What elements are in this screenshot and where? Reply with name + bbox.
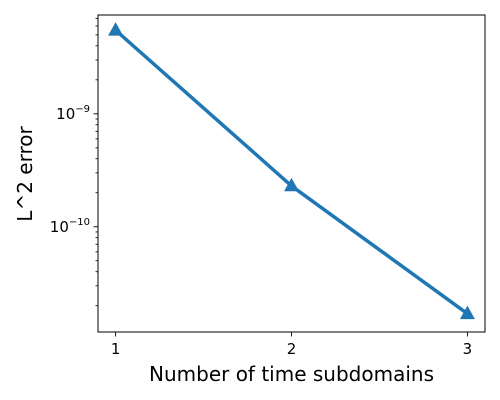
data-point-marker — [459, 305, 475, 320]
data-point-marker — [108, 22, 124, 36]
series-layer — [108, 22, 475, 320]
y-major-ticks: 10−9 10−10 — [50, 104, 98, 236]
data-point-marker — [284, 177, 299, 192]
y-tick-label: 10−9 — [56, 104, 90, 123]
x-tick-label: 2 — [287, 340, 297, 358]
y-axis-label: L^2 error — [13, 126, 37, 222]
x-ticks: 1 2 3 — [111, 332, 472, 358]
x-axis-label: Number of time subdomains — [149, 362, 434, 386]
x-tick-label: 1 — [111, 340, 121, 358]
y-tick-label: 10−10 — [50, 217, 90, 236]
x-tick-label: 3 — [463, 340, 473, 358]
series-line — [114, 28, 469, 316]
plot-frame — [97, 14, 486, 333]
